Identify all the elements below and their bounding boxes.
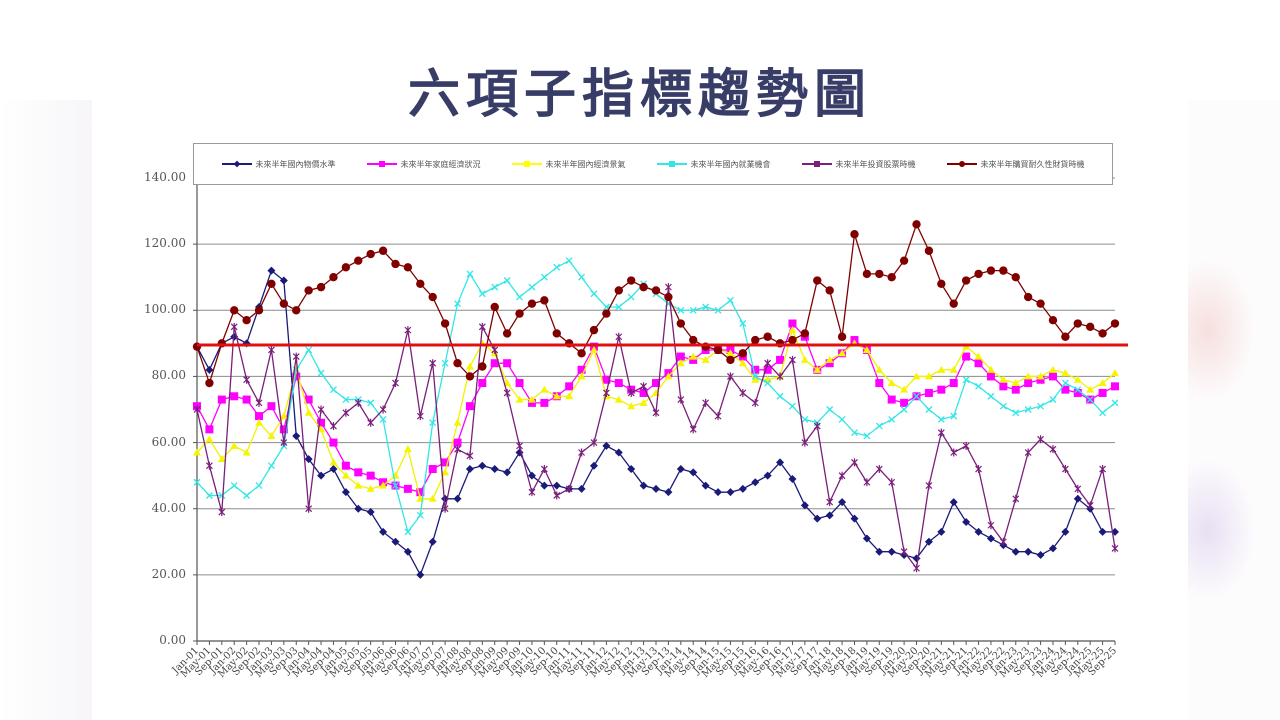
legend-label: 未來半年家庭經濟狀況 bbox=[400, 159, 481, 169]
legend-label: 未來半年國內就業機會 bbox=[690, 159, 771, 169]
series-5 bbox=[192, 220, 1120, 388]
page-title: 六項子指標趨勢圖 bbox=[407, 64, 872, 125]
legend-item: 未來半年投資股票時機 bbox=[801, 159, 916, 170]
y-tick-label: 40.00 bbox=[151, 500, 186, 515]
legend-label: 未來半年國內經濟景氣 bbox=[545, 159, 626, 169]
circle-marker-icon bbox=[946, 160, 977, 168]
y-tick-label: 140.00 bbox=[144, 170, 186, 184]
series-0 bbox=[193, 266, 1119, 579]
legend-label: 未來半年國內物價水準 bbox=[255, 159, 336, 169]
legend-label: 未來半年購買耐久性財貨時機 bbox=[980, 159, 1085, 169]
chart-legend: 未來半年國內物價水準 未來半年家庭經濟狀況 未來半年國內經濟景氣 未來半年國內就業機會… bbox=[193, 143, 1113, 185]
series-4 bbox=[193, 283, 1119, 573]
triangle-marker-icon bbox=[511, 160, 542, 168]
y-tick-label: 20.00 bbox=[151, 566, 186, 581]
square-marker-icon bbox=[366, 160, 397, 168]
legend-item: 未來半年國內經濟景氣 bbox=[511, 159, 626, 170]
chart-card bbox=[92, 128, 1188, 720]
left-backdrop bbox=[0, 100, 92, 720]
legend-item: 未來半年國內物價水準 bbox=[221, 159, 336, 170]
y-tick-label: 60.00 bbox=[151, 434, 186, 449]
legend-item: 未來半年購買耐久性財貨時機 bbox=[946, 159, 1085, 170]
series-3 bbox=[193, 257, 1119, 536]
legend-item: 未來半年國內就業機會 bbox=[656, 159, 771, 170]
y-tick-label: 80.00 bbox=[151, 368, 186, 383]
y-tick-label: 0.00 bbox=[159, 633, 186, 647]
y-tick-label: 120.00 bbox=[144, 236, 186, 251]
right-backdrop bbox=[1188, 100, 1280, 720]
diamond-marker-icon bbox=[221, 160, 252, 168]
legend-item: 未來半年家庭經濟狀況 bbox=[366, 159, 481, 170]
y-tick-label: 100.00 bbox=[144, 302, 186, 317]
star-marker-icon bbox=[801, 160, 832, 168]
x-marker-icon bbox=[656, 160, 687, 168]
legend-label: 未來半年投資股票時機 bbox=[835, 159, 916, 169]
